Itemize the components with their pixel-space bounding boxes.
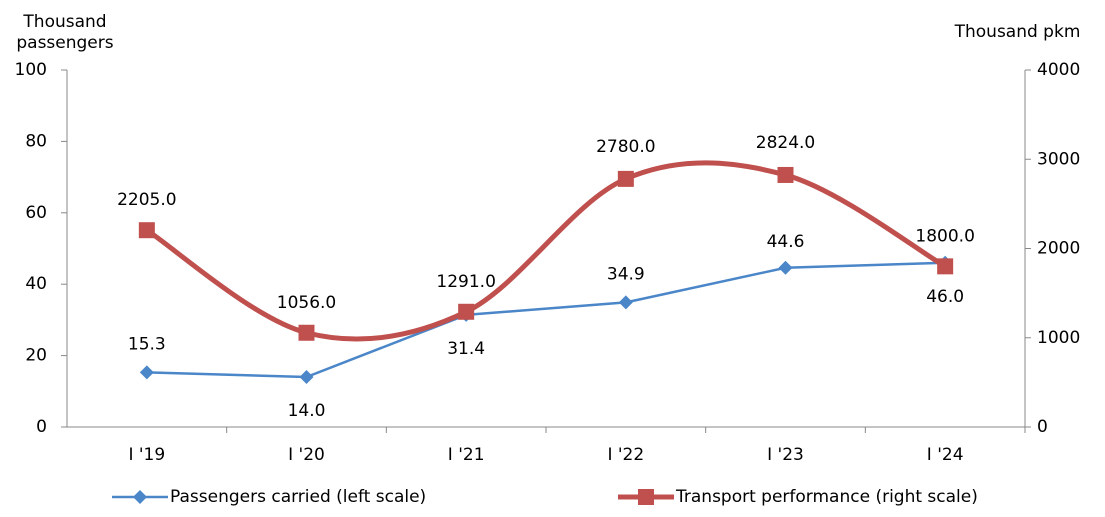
- marker: [937, 258, 954, 275]
- data-label: 31.4: [447, 339, 485, 359]
- marker: [133, 490, 147, 504]
- marker: [299, 370, 314, 385]
- marker: [777, 166, 794, 183]
- y-tick-label: 100: [15, 60, 47, 80]
- x-tick-label: I '20: [288, 445, 325, 465]
- marker: [617, 170, 634, 187]
- series-line: [146, 261, 946, 379]
- y-tick-label: 40: [25, 274, 47, 294]
- data-label: 1056.0: [277, 293, 336, 313]
- y2-tick-label: 1000: [1037, 328, 1080, 348]
- y2-axis-title: Thousand pkm: [954, 22, 1081, 42]
- x-tick-label: I '21: [448, 445, 485, 465]
- y-tick-label: 80: [25, 131, 47, 151]
- marker: [458, 303, 475, 320]
- y-tick-label: 20: [25, 346, 47, 366]
- x-tick-label: I '19: [128, 445, 165, 465]
- data-label: 46.0: [926, 287, 964, 307]
- data-label: 34.9: [607, 264, 645, 284]
- data-label: 2824.0: [756, 133, 815, 153]
- marker: [138, 222, 155, 239]
- data-label: 2780.0: [596, 137, 655, 157]
- legend-label: Passengers carried (left scale): [170, 487, 426, 507]
- marker: [638, 489, 654, 505]
- x-tick-label: I '22: [607, 445, 644, 465]
- data-label: 44.6: [767, 232, 805, 252]
- legend-label: Transport performance (right scale): [675, 487, 978, 507]
- marker: [618, 295, 633, 310]
- y2-tick-label: 0: [1037, 417, 1048, 437]
- y-tick-label: 0: [36, 417, 47, 437]
- marker: [139, 365, 154, 380]
- y2-tick-label: 4000: [1037, 60, 1080, 80]
- y2-tick-label: 2000: [1037, 239, 1080, 259]
- data-label: 14.0: [288, 401, 326, 421]
- y2-tick-label: 3000: [1037, 149, 1080, 169]
- y-axis-title: Thousand passengers: [16, 12, 114, 53]
- series-line: [145, 160, 947, 342]
- marker: [778, 260, 793, 275]
- y-tick-label: 60: [25, 203, 47, 223]
- data-label: 2205.0: [117, 190, 176, 210]
- x-tick-label: I '24: [927, 445, 964, 465]
- x-tick-label: I '23: [767, 445, 804, 465]
- marker: [298, 324, 315, 341]
- data-label: 1800.0: [915, 226, 974, 246]
- data-label: 15.3: [128, 334, 166, 354]
- data-label: 1291.0: [436, 272, 495, 292]
